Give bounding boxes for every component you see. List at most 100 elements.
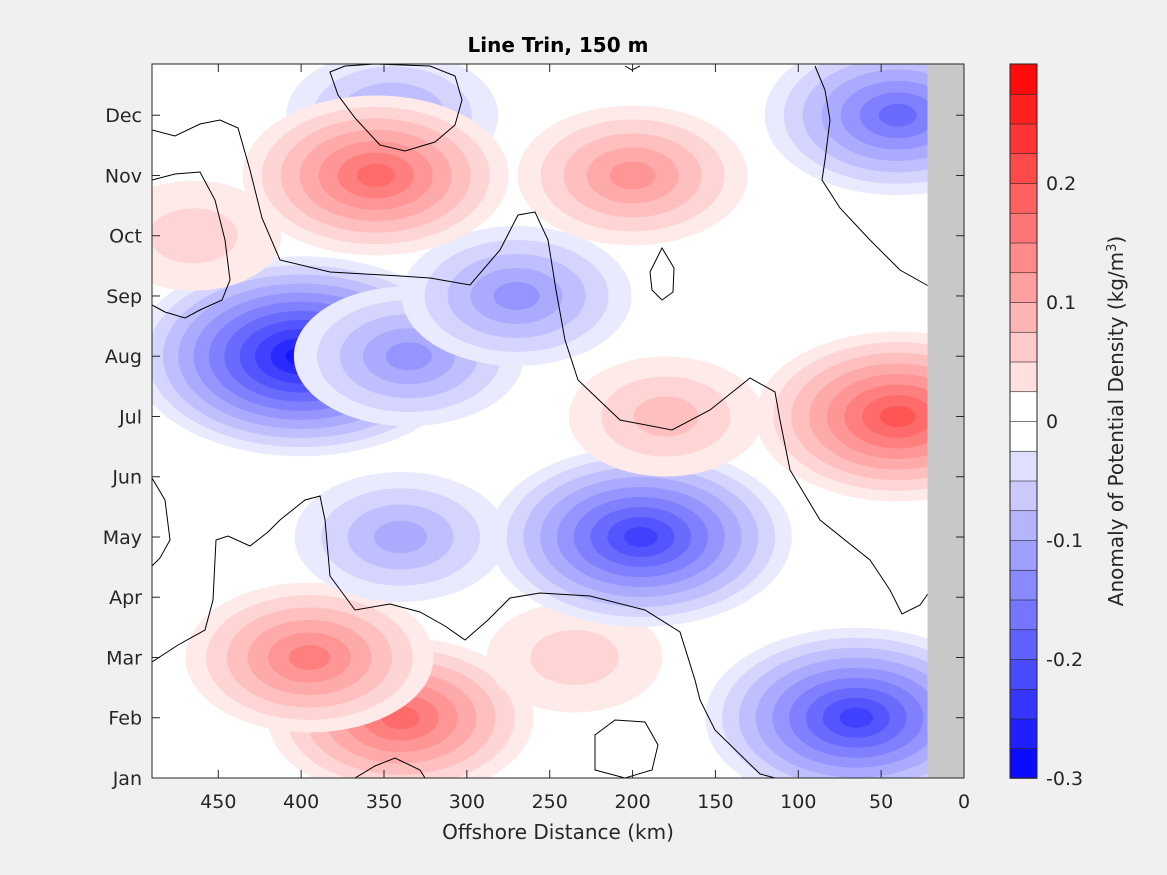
anomaly-level: [374, 520, 428, 554]
anomaly-level: [530, 629, 619, 685]
x-tick-label: 150: [697, 791, 733, 813]
zero-contour-line: [329, 64, 463, 152]
y-tick-label: Jan: [112, 768, 142, 790]
colorbar-segment: [1009, 93, 1038, 125]
colorbar-label: Anomaly of Potential Density (kg/m3): [1104, 236, 1128, 606]
colorbar: [1009, 63, 1038, 779]
y-tick-label: Jun: [111, 467, 142, 489]
x-tick-label: 0: [958, 791, 970, 813]
zero-contour-line: [152, 477, 171, 567]
colorbar-segment: [1009, 628, 1038, 660]
x-tick-label: 400: [283, 791, 319, 813]
colorbar-label-superscript: 3: [1105, 244, 1120, 252]
y-tick-label: Oct: [109, 226, 142, 248]
zero-contours: [152, 64, 933, 778]
y-tick-label: Dec: [105, 105, 142, 127]
y-tick-label: Feb: [108, 708, 142, 730]
x-axis: 450 400 350 300 250 200 150 100 50 0: [200, 64, 970, 813]
colorbar-tick-label: 0.1: [1046, 292, 1076, 314]
anomaly-level: [152, 208, 238, 264]
anomaly-blob: [489, 446, 792, 627]
colorbar-segment: [1009, 747, 1038, 779]
anomaly-level: [624, 526, 658, 547]
colorbar-segment: [1009, 301, 1038, 333]
y-tick-label: Jul: [118, 406, 142, 428]
colorbar-segment: [1009, 242, 1038, 274]
colorbar-segment: [1009, 420, 1038, 452]
anomaly-blob: [294, 471, 507, 602]
colorbar-segment: [1009, 658, 1038, 690]
anomaly-field: [152, 64, 964, 778]
anomaly-blob: [517, 105, 748, 246]
anomaly-blob: [755, 331, 964, 502]
anomaly-blob: [152, 180, 282, 291]
x-tick-label: 100: [780, 791, 816, 813]
x-tick-label: 50: [869, 791, 893, 813]
colorbar-tick-label: 0.2: [1046, 173, 1076, 195]
colorbar-tick-label: -0.1: [1046, 530, 1083, 552]
anomaly-level: [288, 644, 331, 670]
y-axis: Jan Feb Mar Apr May Jun Jul Aug Sep Oct Nov Dec: [103, 105, 964, 790]
zero-contour-line: [594, 719, 659, 778]
colorbar-segment: [1009, 390, 1038, 422]
anomaly-blob: [764, 64, 964, 196]
zero-contour-line: [354, 757, 426, 778]
anomaly-blob: [486, 602, 663, 713]
colorbar-segment: [1009, 688, 1038, 720]
x-axis-label: Offshore Distance (km): [442, 820, 674, 844]
colorbar-segment: [1009, 599, 1038, 631]
colorbar-ticks: -0.3 -0.2 -0.1 0 0.1 0.2: [1046, 173, 1083, 790]
x-tick-label: 200: [614, 791, 650, 813]
anomaly-level: [385, 342, 432, 371]
anomaly-level: [356, 164, 395, 187]
x-tick-label: 250: [532, 791, 568, 813]
anomaly-level: [609, 161, 656, 190]
colorbar-segment: [1009, 480, 1038, 512]
zero-contour-line: [624, 65, 641, 71]
y-tick-label: Apr: [109, 587, 142, 609]
anomaly-blob: [568, 356, 763, 477]
plot-frame: [151, 63, 965, 779]
colorbar-segment: [1009, 509, 1038, 541]
colorbar-tick-label: -0.3: [1046, 768, 1083, 790]
anomaly-level: [878, 103, 917, 127]
colorbar-segment: [1009, 718, 1038, 750]
colorbar-segment: [1009, 569, 1038, 601]
colorbar-segment: [1009, 63, 1038, 95]
colorbar-segment: [1009, 182, 1038, 214]
zero-contour-line: [152, 119, 933, 615]
anomaly-blob: [401, 225, 632, 366]
colorbar-label-main: Anomaly of Potential Density (kg/m: [1104, 252, 1128, 606]
colorbar-segment: [1009, 152, 1038, 184]
colorbar-segment: [1009, 123, 1038, 155]
colorbar-segment: [1009, 331, 1038, 363]
x-tick-label: 350: [366, 791, 402, 813]
anomaly-level: [879, 405, 916, 428]
anomaly-level: [839, 707, 874, 728]
colorbar-segment: [1009, 539, 1038, 571]
y-tick-label: May: [103, 527, 142, 549]
anomaly-blob: [185, 582, 434, 733]
chart-title: Line Trin, 150 m: [468, 33, 649, 57]
zero-contour-line: [814, 65, 933, 289]
no-data-region: [927, 64, 964, 778]
colorbar-frame: [1009, 63, 1038, 779]
x-tick-label: 300: [449, 791, 485, 813]
zero-contour-line: [649, 246, 675, 301]
y-tick-label: Mar: [106, 647, 142, 669]
x-tick-label: 450: [200, 791, 236, 813]
colorbar-tick-label: -0.2: [1046, 649, 1083, 671]
colorbar-segment: [1009, 361, 1038, 393]
colorbar-tick-label: 0: [1046, 411, 1058, 433]
anomaly-level: [633, 396, 699, 437]
zero-contour-line: [152, 171, 231, 319]
y-tick-label: Sep: [106, 286, 142, 308]
colorbar-segment: [1009, 271, 1038, 303]
zero-contour-line: [152, 495, 776, 778]
colorbar-segment: [1009, 212, 1038, 244]
y-tick-label: Aug: [105, 346, 142, 368]
anomaly-blob: [242, 95, 509, 256]
y-tick-label: Nov: [105, 165, 142, 187]
anomaly-level: [493, 281, 540, 310]
